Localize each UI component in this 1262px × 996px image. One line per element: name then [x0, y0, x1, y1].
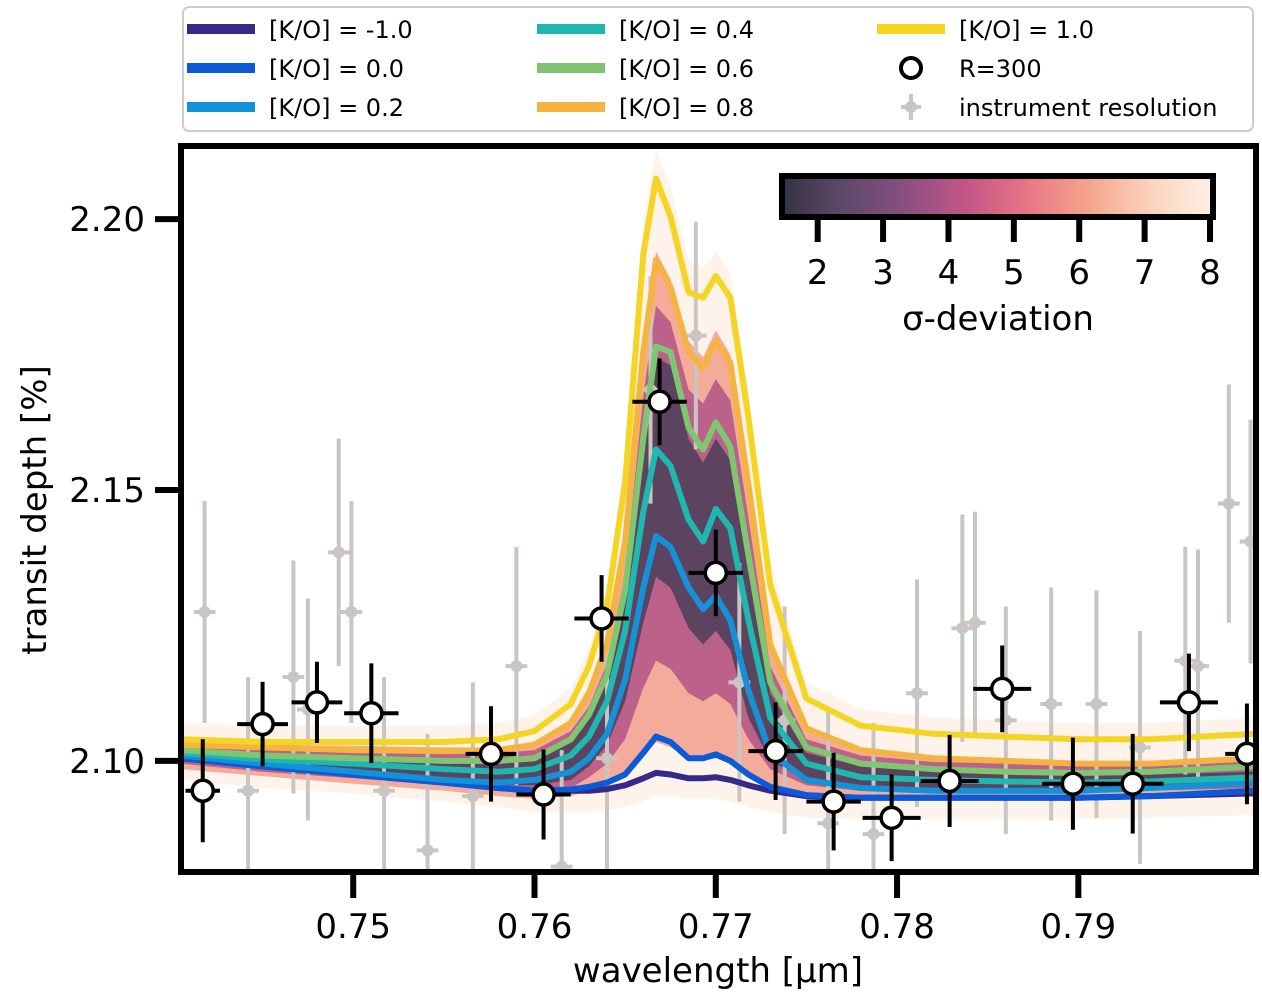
legend-frame	[182, 6, 1254, 132]
y-tick-label: 2.15	[69, 471, 145, 511]
r300-point	[647, 389, 672, 414]
colorbar-tick-label: 5	[1003, 253, 1025, 293]
model-line-6	[181, 175, 1256, 745]
x-tick-label: 0.78	[859, 907, 935, 947]
r300-point	[589, 606, 614, 631]
colorbar-tick-label: 6	[1068, 253, 1090, 293]
instrument-point	[1133, 741, 1146, 754]
r300-point	[763, 738, 788, 764]
instrument-point	[822, 817, 835, 830]
instrument-point	[911, 687, 924, 700]
instrument-point	[689, 329, 702, 342]
instrument-point	[378, 784, 391, 797]
r300-point	[531, 782, 556, 807]
colorbar-tick-label: 4	[938, 253, 960, 293]
legend-label: [K/O] = 0.6	[619, 55, 754, 83]
instrument-point	[287, 670, 300, 683]
legend-label: [K/O] = -1.0	[269, 16, 413, 44]
y-axis: 2.10 2.15 2.20	[69, 200, 181, 782]
instrument-point	[466, 790, 479, 803]
colorbar: 2 3 4 5 6 7 8 σ-deviation	[779, 173, 1221, 339]
x-tick-label: 0.77	[678, 907, 754, 947]
legend-label: R=300	[959, 55, 1042, 83]
colorbar-tick-label: 7	[1134, 253, 1156, 293]
r300-point	[1060, 771, 1086, 796]
instrument-point	[1090, 698, 1103, 711]
instrument-point	[198, 605, 211, 618]
x-tick-label: 0.76	[497, 907, 573, 947]
x-tick-label: 0.79	[1040, 907, 1116, 947]
model-line-4	[181, 343, 1256, 776]
legend-label: [K/O] = 0.0	[269, 55, 404, 83]
x-tick-label: 0.75	[315, 907, 391, 947]
colorbar-ticks: 2 3 4 5 6 7 8	[807, 220, 1221, 293]
instrument-point	[332, 546, 345, 559]
r300-point	[703, 560, 729, 586]
legend: [K/O] = -1.0 [K/O] = 0.0 [K/O] = 0.2 [K/O] …	[182, 6, 1254, 132]
instrument-point	[956, 622, 969, 635]
instrument-point	[1222, 497, 1235, 510]
legend-marker-r300	[899, 56, 923, 80]
instrument-point	[601, 752, 614, 765]
model-line-5	[181, 256, 1256, 767]
instrument-point	[345, 605, 358, 618]
r300-point	[1234, 741, 1256, 767]
legend-entries: [K/O] = -1.0 [K/O] = 0.0 [K/O] = 0.2 [K/O] …	[187, 16, 1217, 122]
r300-point	[250, 711, 275, 737]
colorbar-gradient	[779, 173, 1216, 220]
instrument-point	[1045, 698, 1058, 711]
r300-point	[879, 805, 904, 831]
legend-label: [K/O] = 0.4	[619, 16, 754, 44]
r300-point	[190, 778, 216, 803]
instrument-point	[867, 828, 880, 841]
colorbar-tick-label: 3	[872, 253, 894, 293]
colorbar-tick-label: 2	[807, 253, 829, 293]
legend-marker-instrument	[905, 101, 917, 113]
r300-point	[359, 701, 384, 726]
r300-point	[478, 741, 504, 767]
model-line-2	[181, 533, 1256, 794]
r300-point	[821, 789, 846, 814]
instrument-point	[969, 616, 982, 629]
x-axis-label: wavelength [μm]	[573, 951, 863, 991]
legend-label: instrument resolution	[959, 94, 1217, 122]
r300-points	[185, 358, 1256, 862]
plot-area: 0.75 0.76 0.77 0.78 0.79 2.10 2.15 2.20 wavele…	[15, 143, 1259, 991]
y-tick-label: 2.10	[69, 742, 145, 782]
instrument-point	[421, 844, 434, 857]
legend-label: [K/O] = 1.0	[959, 16, 1094, 44]
instrument-point	[242, 784, 255, 797]
legend-label: [K/O] = 0.8	[619, 94, 754, 122]
instrument-point	[733, 676, 746, 689]
model-line-1	[181, 733, 1256, 801]
r300-point	[304, 690, 330, 715]
r300-point	[937, 768, 962, 794]
model-lines	[181, 175, 1256, 801]
colorbar-tick-label: 8	[1199, 253, 1221, 293]
r300-point	[989, 676, 1015, 702]
r300-point	[1176, 690, 1202, 715]
x-axis: 0.75 0.76 0.77 0.78 0.79	[315, 872, 1116, 947]
y-axis-label: transit depth [%]	[15, 365, 55, 655]
y-tick-label: 2.20	[69, 200, 145, 240]
instrument-point	[510, 660, 523, 673]
legend-label: [K/O] = 0.2	[269, 94, 404, 122]
r300-point	[1120, 771, 1145, 796]
colorbar-label: σ-deviation	[902, 299, 1094, 339]
instrument-point	[1191, 660, 1204, 673]
